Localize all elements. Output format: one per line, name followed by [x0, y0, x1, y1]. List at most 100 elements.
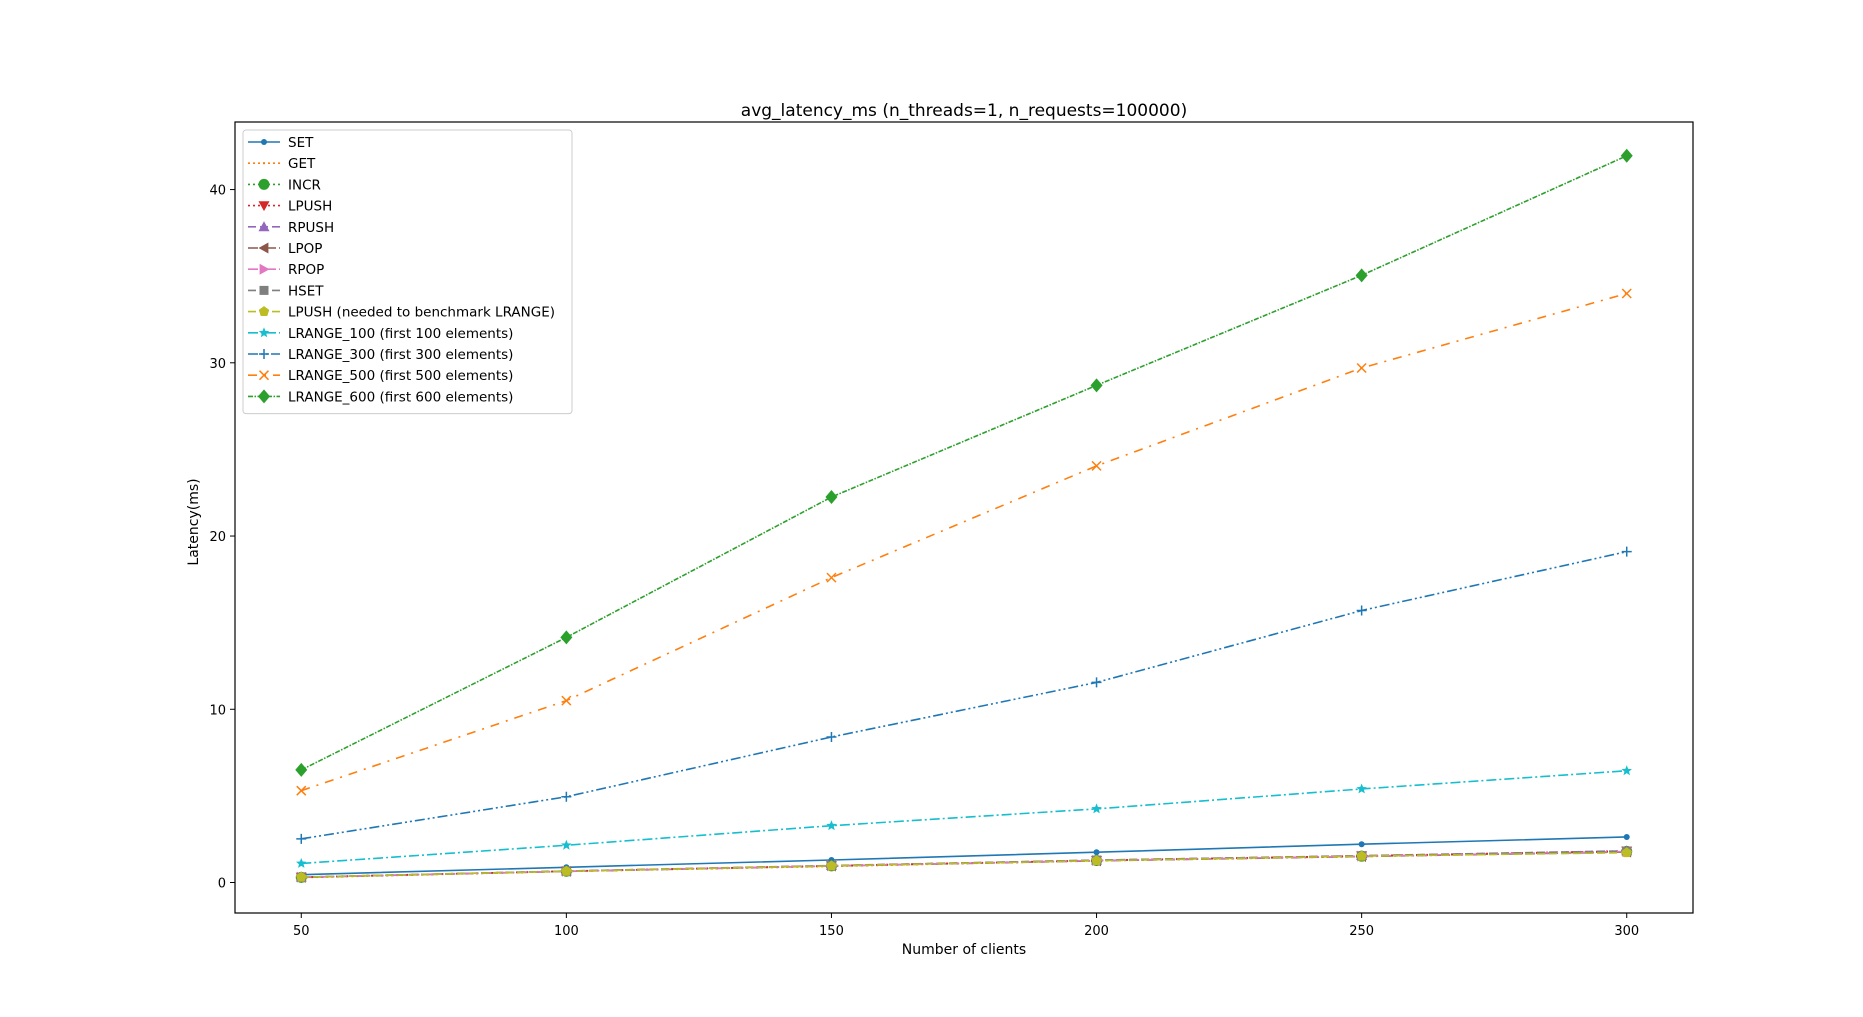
legend-item: LPUSH (needed to benchmark LRANGE) [248, 305, 555, 321]
series-line [300, 155, 1628, 771]
x-tick-label: 300 [1614, 924, 1639, 939]
data-point [1356, 362, 1367, 374]
legend-label: INCR [288, 177, 321, 193]
legend-item: GET [248, 156, 316, 172]
series-line [301, 851, 1627, 878]
legend-marker [258, 242, 269, 254]
legend-item: LRANGE_500 (first 500 elements) [248, 368, 513, 384]
y-tick-label: 0 [218, 877, 226, 892]
data-point [826, 820, 837, 831]
data-point [1620, 148, 1633, 163]
series-11 [296, 288, 1632, 796]
y-tick-label: 10 [209, 703, 226, 718]
y-tick-label: 30 [209, 357, 226, 372]
data-point [1621, 765, 1632, 776]
data-point [296, 833, 307, 844]
legend-marker [259, 285, 269, 295]
legend-item: INCR [248, 177, 321, 193]
data-point [1355, 268, 1368, 283]
legend-marker [259, 263, 270, 275]
x-tick-label: 150 [819, 924, 844, 939]
data-point [1091, 460, 1102, 471]
data-point [561, 791, 572, 802]
data-point [561, 695, 572, 706]
legend-marker [258, 306, 270, 317]
chart-title: avg_latency_ms (n_threads=1, n_requests=… [741, 101, 1187, 121]
x-tick-label: 100 [554, 924, 579, 939]
data-point [1356, 783, 1367, 794]
data-point [1091, 855, 1102, 866]
legend-label: SET [288, 135, 314, 151]
data-point [1621, 546, 1632, 557]
x-tick-label: 50 [293, 924, 310, 939]
data-point [1358, 841, 1365, 848]
x-tick-label: 200 [1084, 924, 1109, 939]
legend-label: LRANGE_300 (first 300 elements) [288, 347, 513, 363]
data-point [1623, 833, 1630, 840]
series-8 [296, 847, 1632, 882]
y-tick-label: 40 [209, 184, 226, 199]
data-point [1356, 605, 1367, 616]
series-10 [296, 546, 1632, 844]
legend-label: LPUSH [288, 199, 332, 215]
legend-label: HSET [288, 283, 324, 299]
series-3 [295, 846, 1633, 883]
series-line [301, 550, 1627, 840]
series-line [301, 292, 1627, 792]
legend-label: GET [288, 156, 316, 172]
data-point [560, 630, 573, 645]
data-point [825, 490, 838, 505]
series-12 [295, 148, 1633, 777]
legend-marker [258, 370, 270, 381]
data-point [826, 860, 837, 871]
y-tick-label: 20 [209, 530, 226, 545]
legend-label: LRANGE_500 (first 500 elements) [288, 368, 513, 384]
y-axis-label: Latency(ms) [186, 478, 202, 565]
plot-frame [234, 121, 1694, 914]
legend-marker [258, 221, 270, 232]
legend-marker [261, 139, 267, 145]
data-point [1356, 850, 1367, 861]
legend-item: LRANGE_100 (first 100 elements) [248, 326, 513, 342]
legend-item: LPOP [248, 241, 322, 257]
legend-item: LPUSH [248, 199, 332, 215]
legend-item: LRANGE_300 (first 300 elements) [248, 347, 513, 363]
legend-label: LPOP [288, 241, 322, 257]
series-line [301, 769, 1627, 865]
legend-item: HSET [248, 283, 324, 299]
series-1 [300, 850, 1628, 879]
legend-label: RPOP [288, 262, 324, 278]
data-point [295, 762, 308, 777]
series-5 [295, 846, 1632, 883]
data-point [1091, 803, 1102, 814]
legend-marker [258, 327, 270, 338]
legend-marker [258, 178, 270, 190]
x-tick-label: 250 [1349, 924, 1374, 939]
legend-item: SET [248, 135, 314, 151]
data-point [1090, 378, 1103, 393]
legend-label: LPUSH (needed to benchmark LRANGE) [288, 305, 555, 321]
legend-label: LRANGE_100 (first 100 elements) [288, 326, 513, 342]
x-axis-label: Number of clients [902, 942, 1026, 958]
legend-label: LRANGE_600 (first 600 elements) [288, 389, 513, 405]
series-line [301, 836, 1627, 876]
legend-item: LRANGE_600 (first 600 elements) [248, 389, 513, 405]
series-2 [295, 845, 1633, 883]
legend-marker [263, 162, 265, 165]
data-point [826, 572, 837, 583]
series-6 [296, 846, 1633, 883]
legend-item: RPUSH [248, 220, 334, 236]
data-point [1093, 849, 1100, 856]
legend-label: RPUSH [288, 220, 334, 236]
data-point [1091, 677, 1102, 688]
legend-marker [258, 389, 270, 404]
series-9 [296, 765, 1632, 868]
legend-box [242, 129, 573, 415]
data-point [826, 731, 837, 742]
legend-marker [258, 201, 270, 212]
data-point [1621, 288, 1632, 299]
data-point [561, 839, 572, 850]
data-point [296, 785, 307, 796]
data-point [296, 857, 307, 868]
